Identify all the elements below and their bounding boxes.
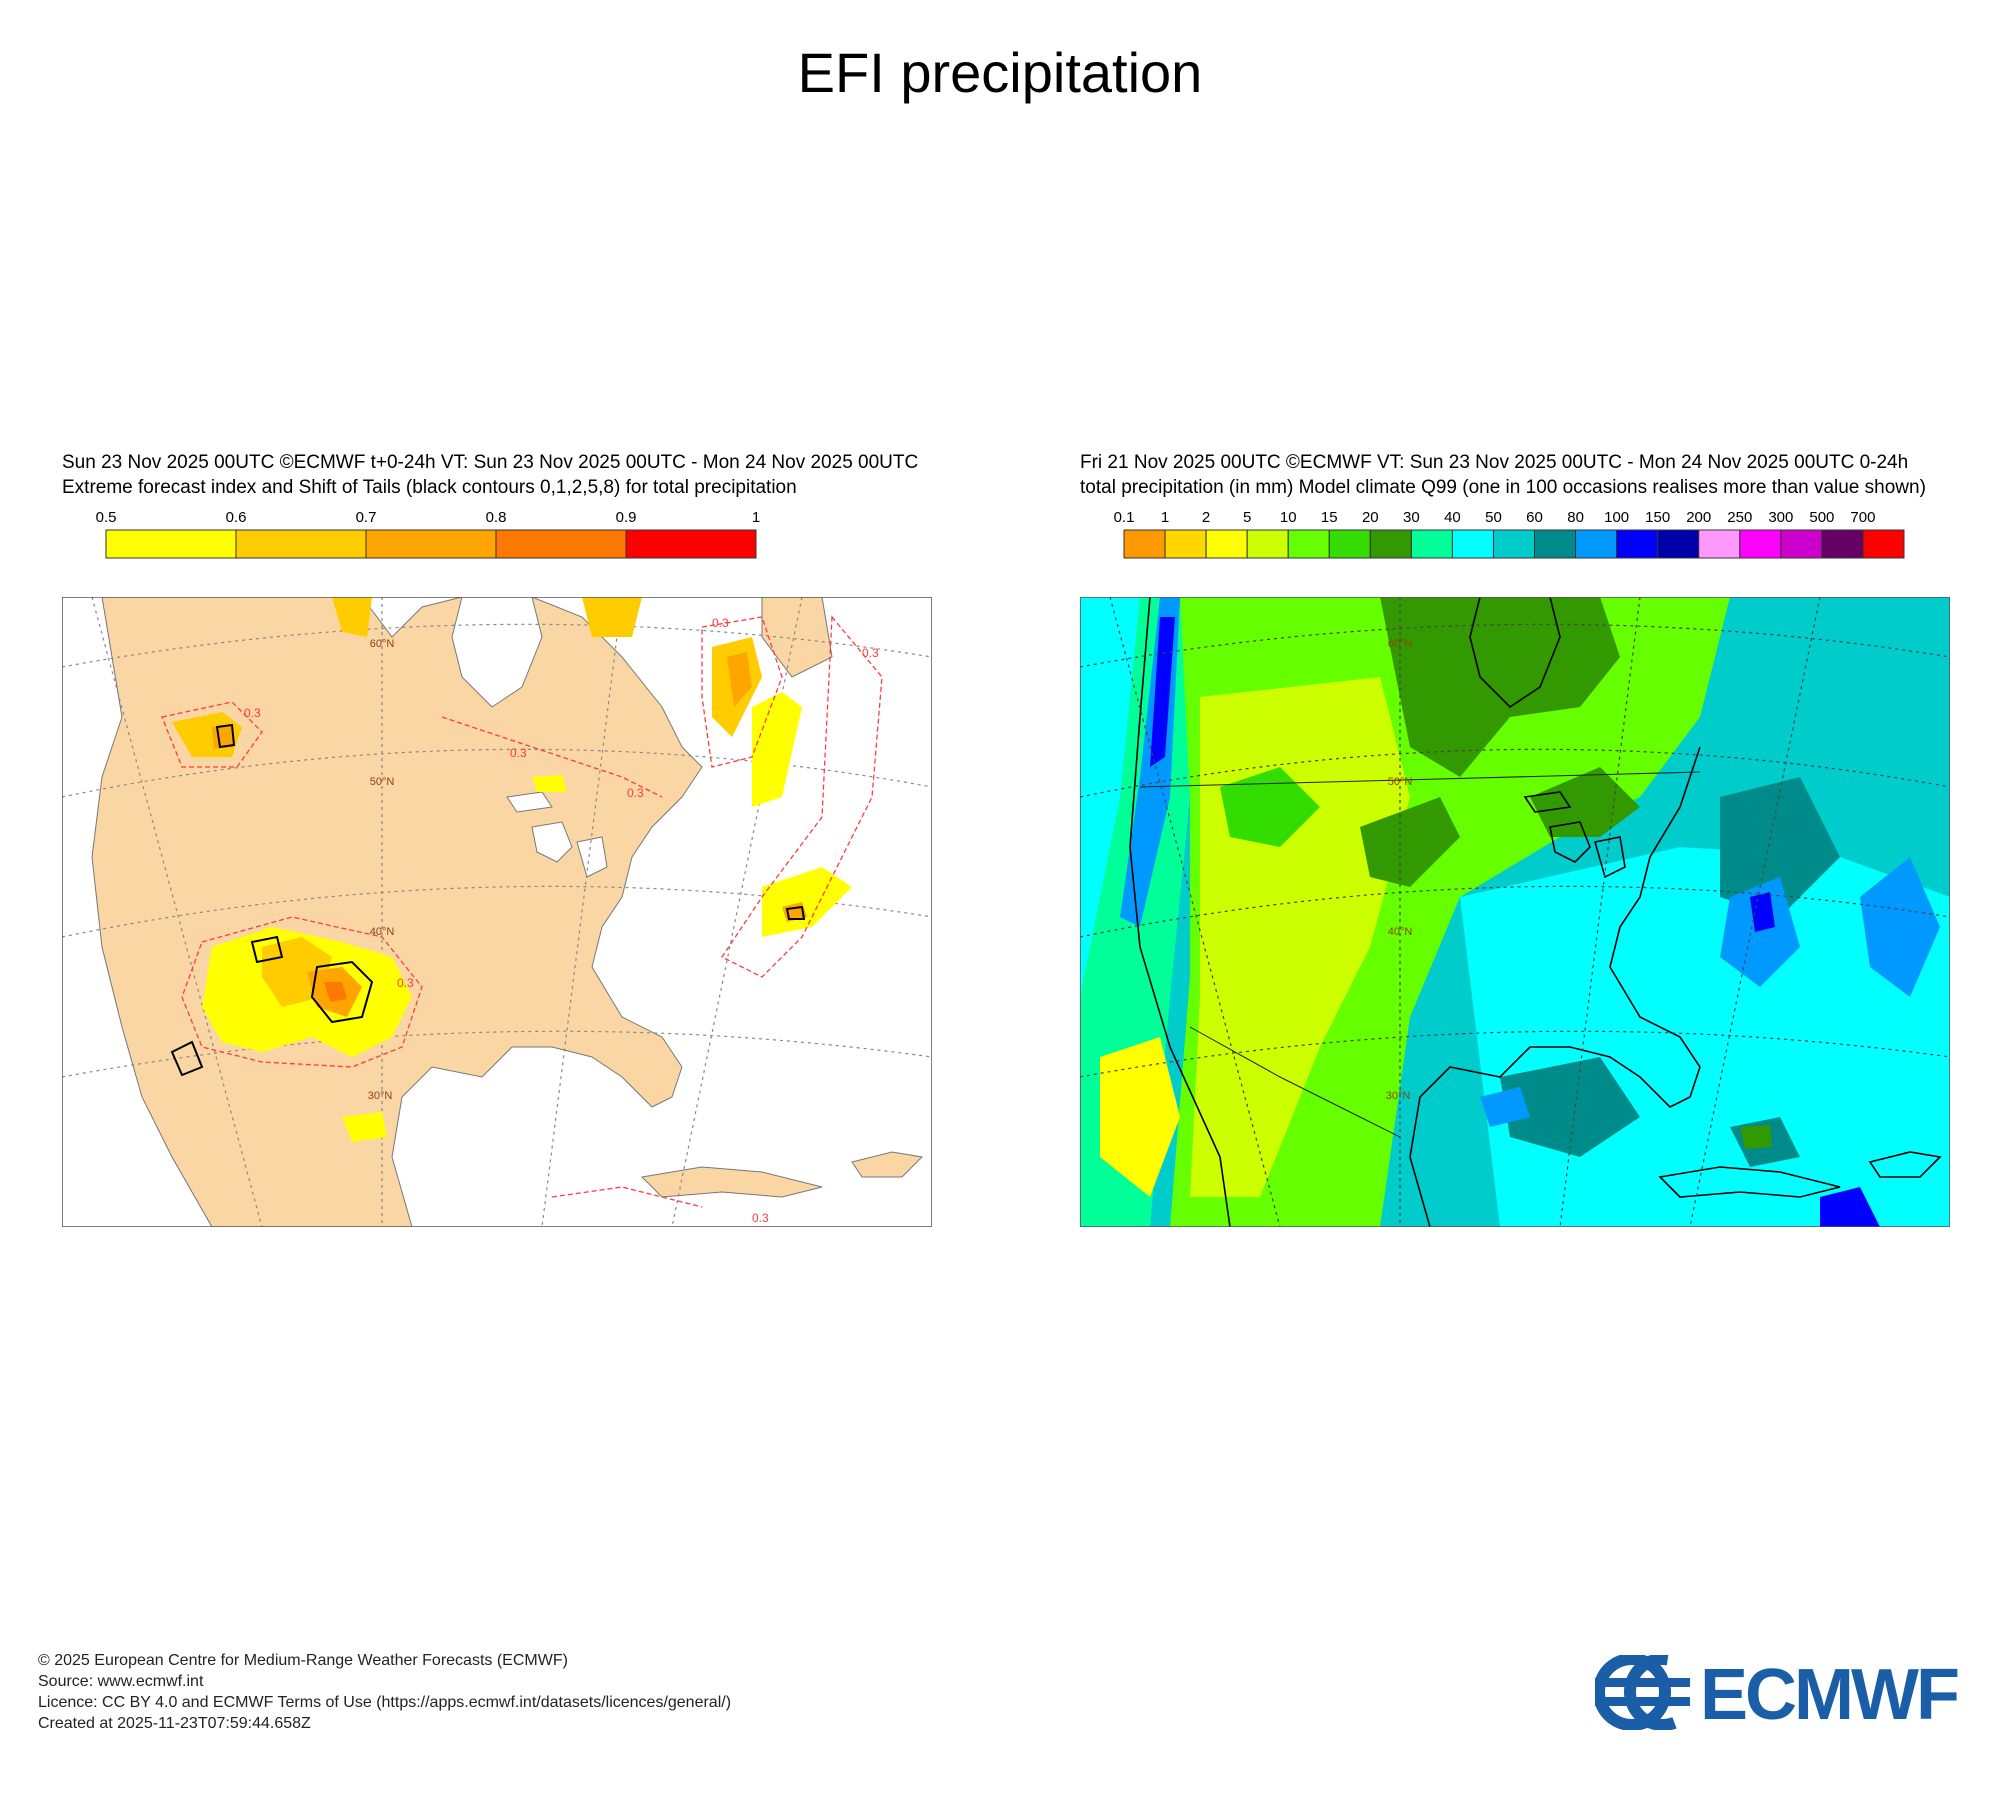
q99-colorbar-tick-label: 10 <box>1280 509 1297 526</box>
q99-colorbar-swatch <box>1287 529 1330 559</box>
contour-label: 0.3 <box>397 976 414 990</box>
ecmwf-logo-text: ECMWF <box>1700 1655 1958 1730</box>
grid-lat-label: 50°N <box>1388 776 1413 788</box>
q99-colorbar-swatch <box>1410 529 1453 559</box>
ecmwf-logo: ECMWF <box>1595 1655 1961 1730</box>
grid-lat-label: 40°N <box>1388 926 1413 938</box>
q99-colorbar-tick-label: 40 <box>1444 509 1461 526</box>
q99-colorbar-swatch <box>1164 529 1207 559</box>
efi-colorbar-tick-label: 0.7 <box>356 509 377 526</box>
grid-lat-label: 50°N <box>370 776 395 788</box>
footer-licence: Licence: CC BY 4.0 and ECMWF Terms of Us… <box>38 1694 732 1711</box>
grid-lat-label: 30°N <box>368 1090 393 1102</box>
q99-colorbar-tick-label: 80 <box>1567 509 1584 526</box>
contour-label: 0.3 <box>244 706 261 720</box>
q99-header-line1: Fri 21 Nov 2025 00UTC ©ECMWF VT: Sun 23 … <box>1080 452 1909 473</box>
efi-colorbar-tick-label: 0.5 <box>96 509 117 526</box>
efi-colorbar-swatch <box>495 529 627 559</box>
footer-created: Created at 2025-11-23T07:59:44.658Z <box>38 1715 311 1732</box>
efi-0.3-contours <box>161 615 883 1208</box>
sot-contours <box>170 723 806 1077</box>
q99-colorbar-swatch <box>1616 529 1659 559</box>
q99-colorbar-tick-label: 50 <box>1485 509 1502 526</box>
contour-label: 0.3 <box>627 786 644 800</box>
q99-colorbar-swatch <box>1246 529 1289 559</box>
q99-colorbar-tick-label: 30 <box>1403 509 1420 526</box>
cuba-land <box>640 1166 823 1198</box>
q99-colorbar-tick-label: 500 <box>1809 509 1834 526</box>
great-lakes <box>506 791 608 878</box>
q99-map: 140°W120°W100°W80°W60°W100°W80°W140°W120… <box>1080 597 1950 1227</box>
q99-colorbar-tick-label: 2 <box>1202 509 1210 526</box>
q99-colorbar-tick-label: 60 <box>1526 509 1543 526</box>
q99-colorbar-swatch <box>1534 529 1577 559</box>
footer-copyright: © 2025 European Centre for Medium-Range … <box>38 1652 568 1669</box>
q99-colorbar-tick-label: 20 <box>1362 509 1379 526</box>
efi-colorbar-tick-label: 0.6 <box>226 509 247 526</box>
q99-colorbar-swatch <box>1821 529 1864 559</box>
q99-colorbar-tick-label: 150 <box>1645 509 1670 526</box>
q99-colorbar-tick-label: 1 <box>1161 509 1169 526</box>
q99-colorbar-swatch <box>1862 529 1905 559</box>
efi-colorbar-swatch <box>105 529 237 559</box>
efi-colorbar-tick-label: 1 <box>752 509 760 526</box>
graticule <box>1080 597 1950 1227</box>
contour-label: 0.3 <box>862 646 879 660</box>
grid-lat-label: 40°N <box>370 926 395 938</box>
q99-colorbar-swatch <box>1328 529 1371 559</box>
q99-colorbar-swatch <box>1780 529 1823 559</box>
q99-field <box>1080 597 1950 1227</box>
north-america-land <box>91 597 703 1227</box>
q99-colorbar-tick-label: 5 <box>1243 509 1251 526</box>
efi-header-line1: Sun 23 Nov 2025 00UTC ©ECMWF t+0-24h VT:… <box>62 452 919 473</box>
q99-colorbar-swatch <box>1451 529 1494 559</box>
efi-map: 140°W120°W100°W80°W60°W100°W80°W140°W120… <box>62 597 932 1227</box>
q99-colorbar-swatch <box>1657 529 1700 559</box>
grid-lat-label: 60°N <box>370 638 395 650</box>
greenland-land <box>761 597 833 678</box>
efi-colorbar-tick-label: 0.8 <box>486 509 507 526</box>
borders <box>1139 771 1701 1138</box>
grid-lat-label: 30°N <box>1386 1090 1411 1102</box>
q99-colorbar-swatch <box>1369 529 1412 559</box>
hispaniola-land <box>851 1151 924 1178</box>
efi-colorbar-swatch <box>625 529 757 559</box>
contour-label: 0.3 <box>752 1211 769 1225</box>
efi-colorbar-swatch <box>235 529 367 559</box>
q99-colorbar-tick-label: 100 <box>1604 509 1629 526</box>
q99-colorbar-swatch <box>1205 529 1248 559</box>
q99-colorbar-tick-label: 300 <box>1768 509 1793 526</box>
contour-label: 0.3 <box>510 746 527 760</box>
q99-colorbar-swatch <box>1739 529 1782 559</box>
page-title: EFI precipitation <box>797 41 1203 104</box>
q99-colorbar-swatch <box>1575 529 1618 559</box>
footer-source: Source: www.ecmwf.int <box>38 1673 204 1690</box>
footer: © 2025 European Centre for Medium-Range … <box>38 1650 731 1734</box>
grid-lat-label: 60°N <box>1388 638 1413 650</box>
efi-colorbar-swatch <box>365 529 497 559</box>
coastlines <box>1129 597 1942 1227</box>
q99-colorbar-swatch <box>1492 529 1536 559</box>
q99-colorbar-tick-label: 0.1 <box>1114 509 1135 526</box>
q99-panel: Fri 21 Nov 2025 00UTC ©ECMWF VT: Sun 23 … <box>1080 452 2000 1252</box>
q99-header-line2: total precipitation (in mm) Model climat… <box>1080 477 1926 498</box>
q99-colorbar-tick-label: 700 <box>1850 509 1875 526</box>
q99-colorbar-tick-label: 15 <box>1321 509 1338 526</box>
q99-colorbar-swatch <box>1123 529 1166 559</box>
q99-colorbar-tick-label: 250 <box>1727 509 1752 526</box>
q99-colorbar: 0.1 1 2 5 10 15 20 30 40 50 60 80 100 150 200 250 300 500… <box>1114 509 1905 559</box>
q99-colorbar-tick-label: 200 <box>1686 509 1711 526</box>
efi-header-line2: Extreme forecast index and Shift of Tail… <box>62 477 797 498</box>
efi-panel: Sun 23 Nov 2025 00UTC ©ECMWF t+0-24h VT:… <box>62 452 992 1252</box>
contour-label: 0.3 <box>712 616 729 630</box>
efi-colorbar: 0.5 0.6 0.7 0.8 0.9 1 <box>96 509 760 559</box>
efi-colorbar-tick-label: 0.9 <box>616 509 637 526</box>
q99-colorbar-swatch <box>1698 529 1741 559</box>
ecmwf-logo-mark <box>1595 1655 1702 1730</box>
